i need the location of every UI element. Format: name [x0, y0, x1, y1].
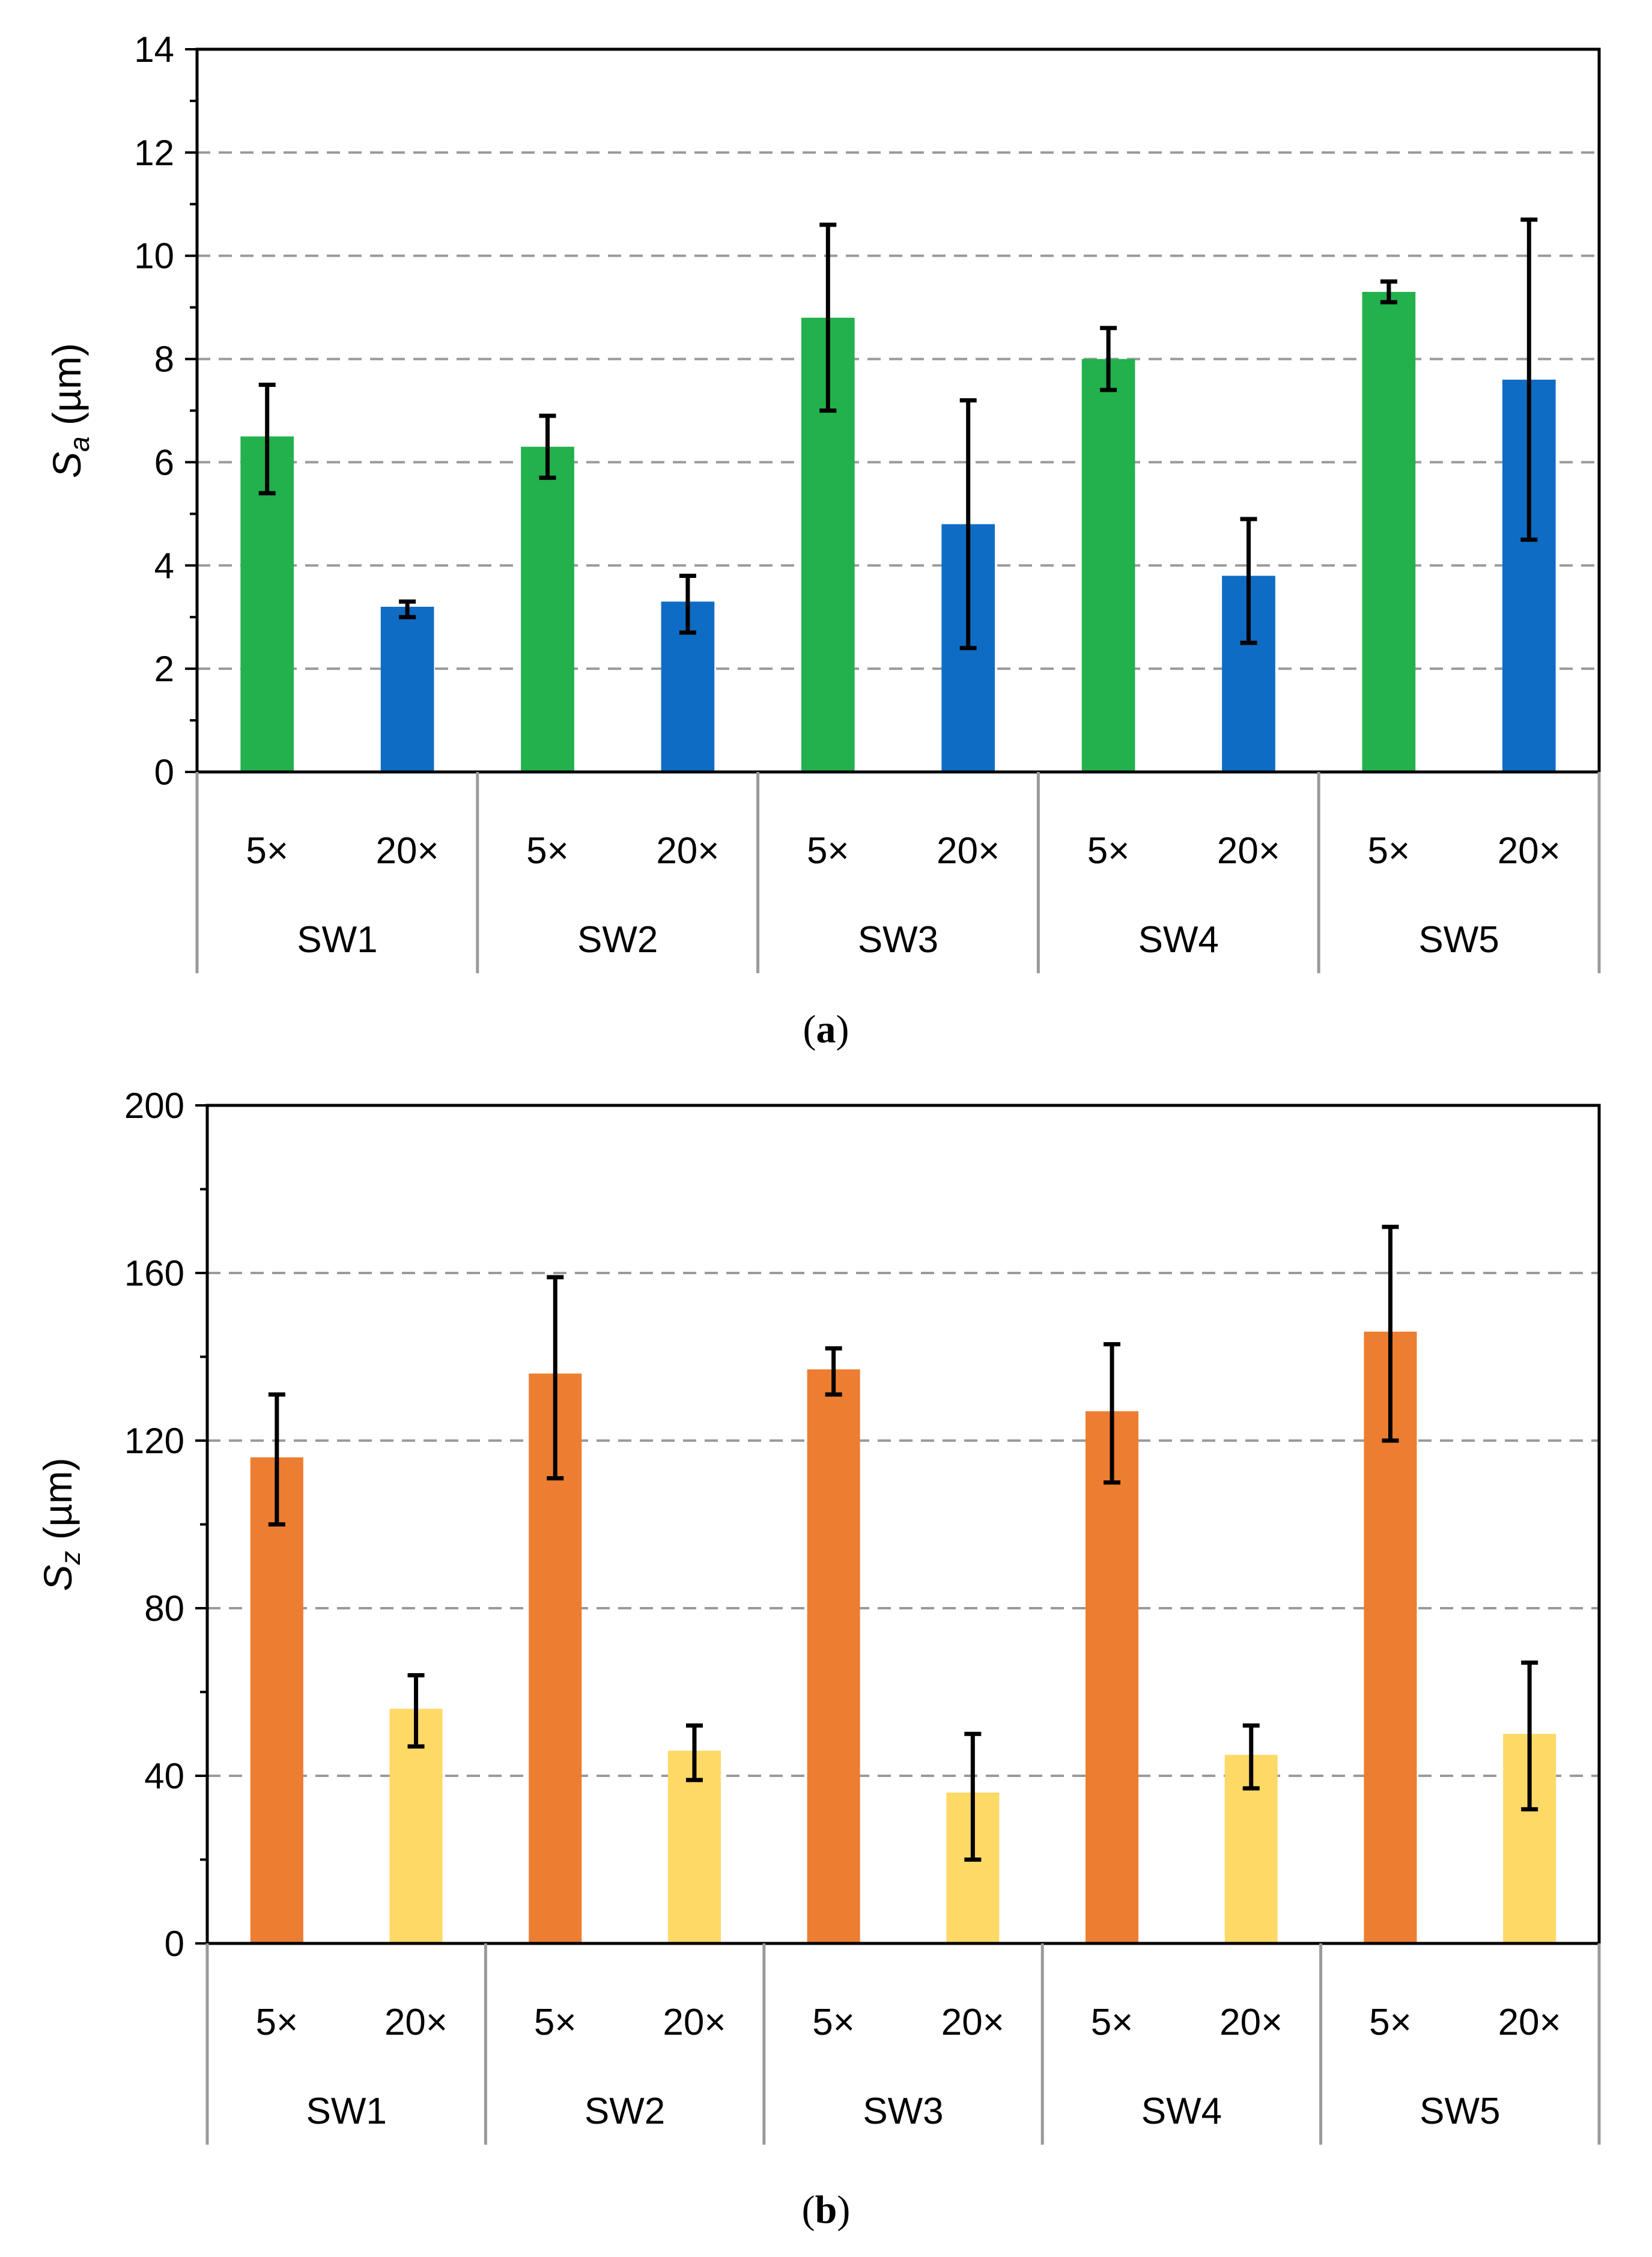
x-group-label: SW3: [858, 919, 938, 961]
y-axis-subscript: a: [64, 436, 95, 452]
y-tick-label: 0: [154, 752, 174, 792]
x-group-label: SW2: [577, 919, 658, 961]
y-tick-label: 120: [124, 1421, 184, 1461]
y-axis-symbol: S: [35, 1565, 80, 1591]
y-tick-label: 6: [154, 442, 174, 482]
x-group-label: SW5: [1420, 2091, 1500, 2132]
bar-sw1-20x: [380, 607, 434, 772]
x-subcategory-label: 20×: [1498, 2002, 1561, 2043]
x-subcategory-label: 5×: [807, 830, 849, 872]
x-group-label: SW1: [297, 919, 377, 961]
y-tick-label: 160: [124, 1253, 184, 1293]
y-tick-label: 10: [134, 236, 174, 276]
chart-panel-a: 0 2 4 6 8 10 12 14 Sa (µm) 5× 20× SW1 5× 20× SW2 5× 20× S…: [44, 29, 1601, 1051]
x-subcategory-label: 5×: [1091, 2002, 1134, 2043]
y-tick-label: 12: [134, 133, 174, 173]
bar-sw3-5x: [807, 1369, 860, 1943]
x-subcategory-label: 20×: [376, 830, 439, 872]
caption-close: ): [836, 1007, 849, 1051]
x-subcategory-label: 5×: [1369, 2002, 1412, 2043]
y-tick-label: 14: [134, 29, 174, 70]
caption-letter: a: [816, 1007, 836, 1051]
y-axis-unit: (µm): [44, 343, 89, 436]
x-subcategory-label: 20×: [656, 830, 719, 872]
y-tick-label: 2: [154, 649, 174, 689]
x-subcategory-label: 5×: [246, 830, 288, 872]
bar-sw4-5x: [1086, 1411, 1139, 1943]
y-tick-label: 40: [144, 1756, 184, 1796]
x-subcategory-label: 20×: [384, 2002, 448, 2043]
bar-sw2-5x: [521, 446, 574, 772]
y-axis-label: Sz (µm): [35, 1457, 86, 1591]
x-subcategory-label: 5×: [1368, 830, 1411, 872]
x-subcategory-label: 20×: [1217, 830, 1280, 872]
y-tick-label: 8: [154, 339, 174, 380]
x-group-label: SW1: [306, 2091, 387, 2132]
x-group-label: SW3: [863, 2091, 943, 2132]
x-subcategory-label: 5×: [812, 2002, 855, 2043]
x-group-label: SW2: [585, 2091, 665, 2132]
x-subcategory-label: 20×: [937, 830, 1000, 872]
y-tick-label: 4: [154, 545, 174, 586]
bar-sw2-20x: [667, 1751, 721, 1943]
x-subcategory-label: 5×: [534, 2002, 577, 2043]
x-subcategory-label: 20×: [941, 2002, 1004, 2043]
y-axis-subscript: z: [55, 1551, 86, 1566]
y-axis-unit: (µm): [35, 1457, 80, 1551]
caption-open: (: [802, 2188, 815, 2232]
y-axis-label: Sa (µm): [44, 343, 95, 478]
x-subcategory-label: 20×: [1219, 2002, 1283, 2043]
y-tick-label: 200: [124, 1086, 184, 1126]
figure-caption: (b): [802, 2188, 851, 2232]
x-group-label: SW4: [1138, 919, 1219, 961]
x-subcategory-label: 20×: [663, 2002, 726, 2043]
caption-letter: b: [815, 2188, 837, 2232]
y-tick-label: 80: [144, 1588, 184, 1629]
x-group-label: SW5: [1418, 919, 1499, 961]
x-subcategory-label: 5×: [255, 2002, 298, 2043]
x-subcategory-label: 5×: [526, 830, 569, 872]
caption-close: ): [837, 2188, 850, 2232]
bar-sw5-5x: [1362, 291, 1416, 773]
x-subcategory-label: 20×: [1498, 830, 1561, 872]
bar-sw4-5x: [1081, 359, 1135, 772]
x-group-label: SW4: [1141, 2091, 1222, 2132]
figure-caption: (a): [803, 1007, 849, 1051]
chart-panel-b: 0 40 80 120 160 200 Sz (µm) 5× 20× SW1 5× 20× SW2 5× 2…: [35, 1086, 1601, 2232]
y-axis-symbol: S: [44, 452, 89, 478]
y-tick-label: 0: [165, 1924, 184, 1964]
x-subcategory-label: 5×: [1087, 830, 1130, 872]
caption-open: (: [803, 1007, 816, 1051]
bar-sw1-5x: [250, 1457, 303, 1943]
